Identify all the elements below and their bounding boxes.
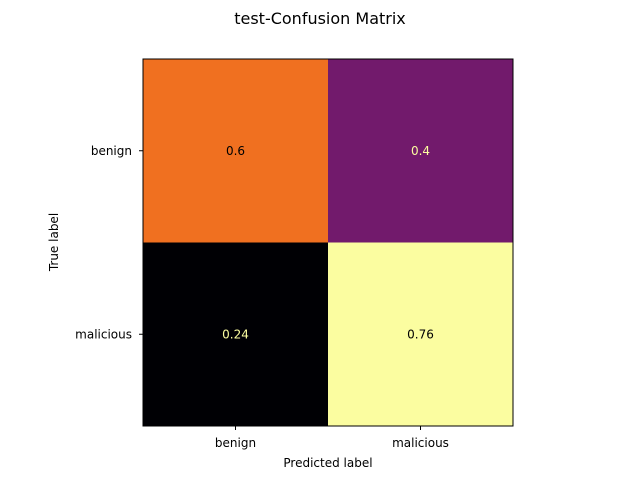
heatmap-cell [143, 59, 328, 243]
heatmap-cells: 0.6 0.4 0.24 0.76 [143, 59, 513, 426]
x-axis-label: Predicted label [283, 456, 372, 470]
heatmap-cell [328, 59, 513, 243]
cell-value-label: 0.76 [407, 327, 434, 341]
y-tick-label: benign [91, 144, 132, 158]
y-axis-label: True label [47, 213, 61, 272]
chart-title: test-Confusion Matrix [234, 9, 406, 28]
plot-frame [142, 58, 514, 427]
cell-value-label: 0.6 [226, 144, 245, 158]
cell-value-label: 0.4 [411, 144, 430, 158]
x-tick-label: benign [215, 436, 256, 450]
x-tick-label: malicious [392, 436, 449, 450]
cell-value-label: 0.24 [222, 327, 249, 341]
heatmap-cell [143, 242, 328, 426]
heatmap-cell [328, 242, 513, 426]
axis-ticks: benign malicious benign malicious [75, 144, 449, 450]
y-tick-label: malicious [75, 327, 132, 341]
